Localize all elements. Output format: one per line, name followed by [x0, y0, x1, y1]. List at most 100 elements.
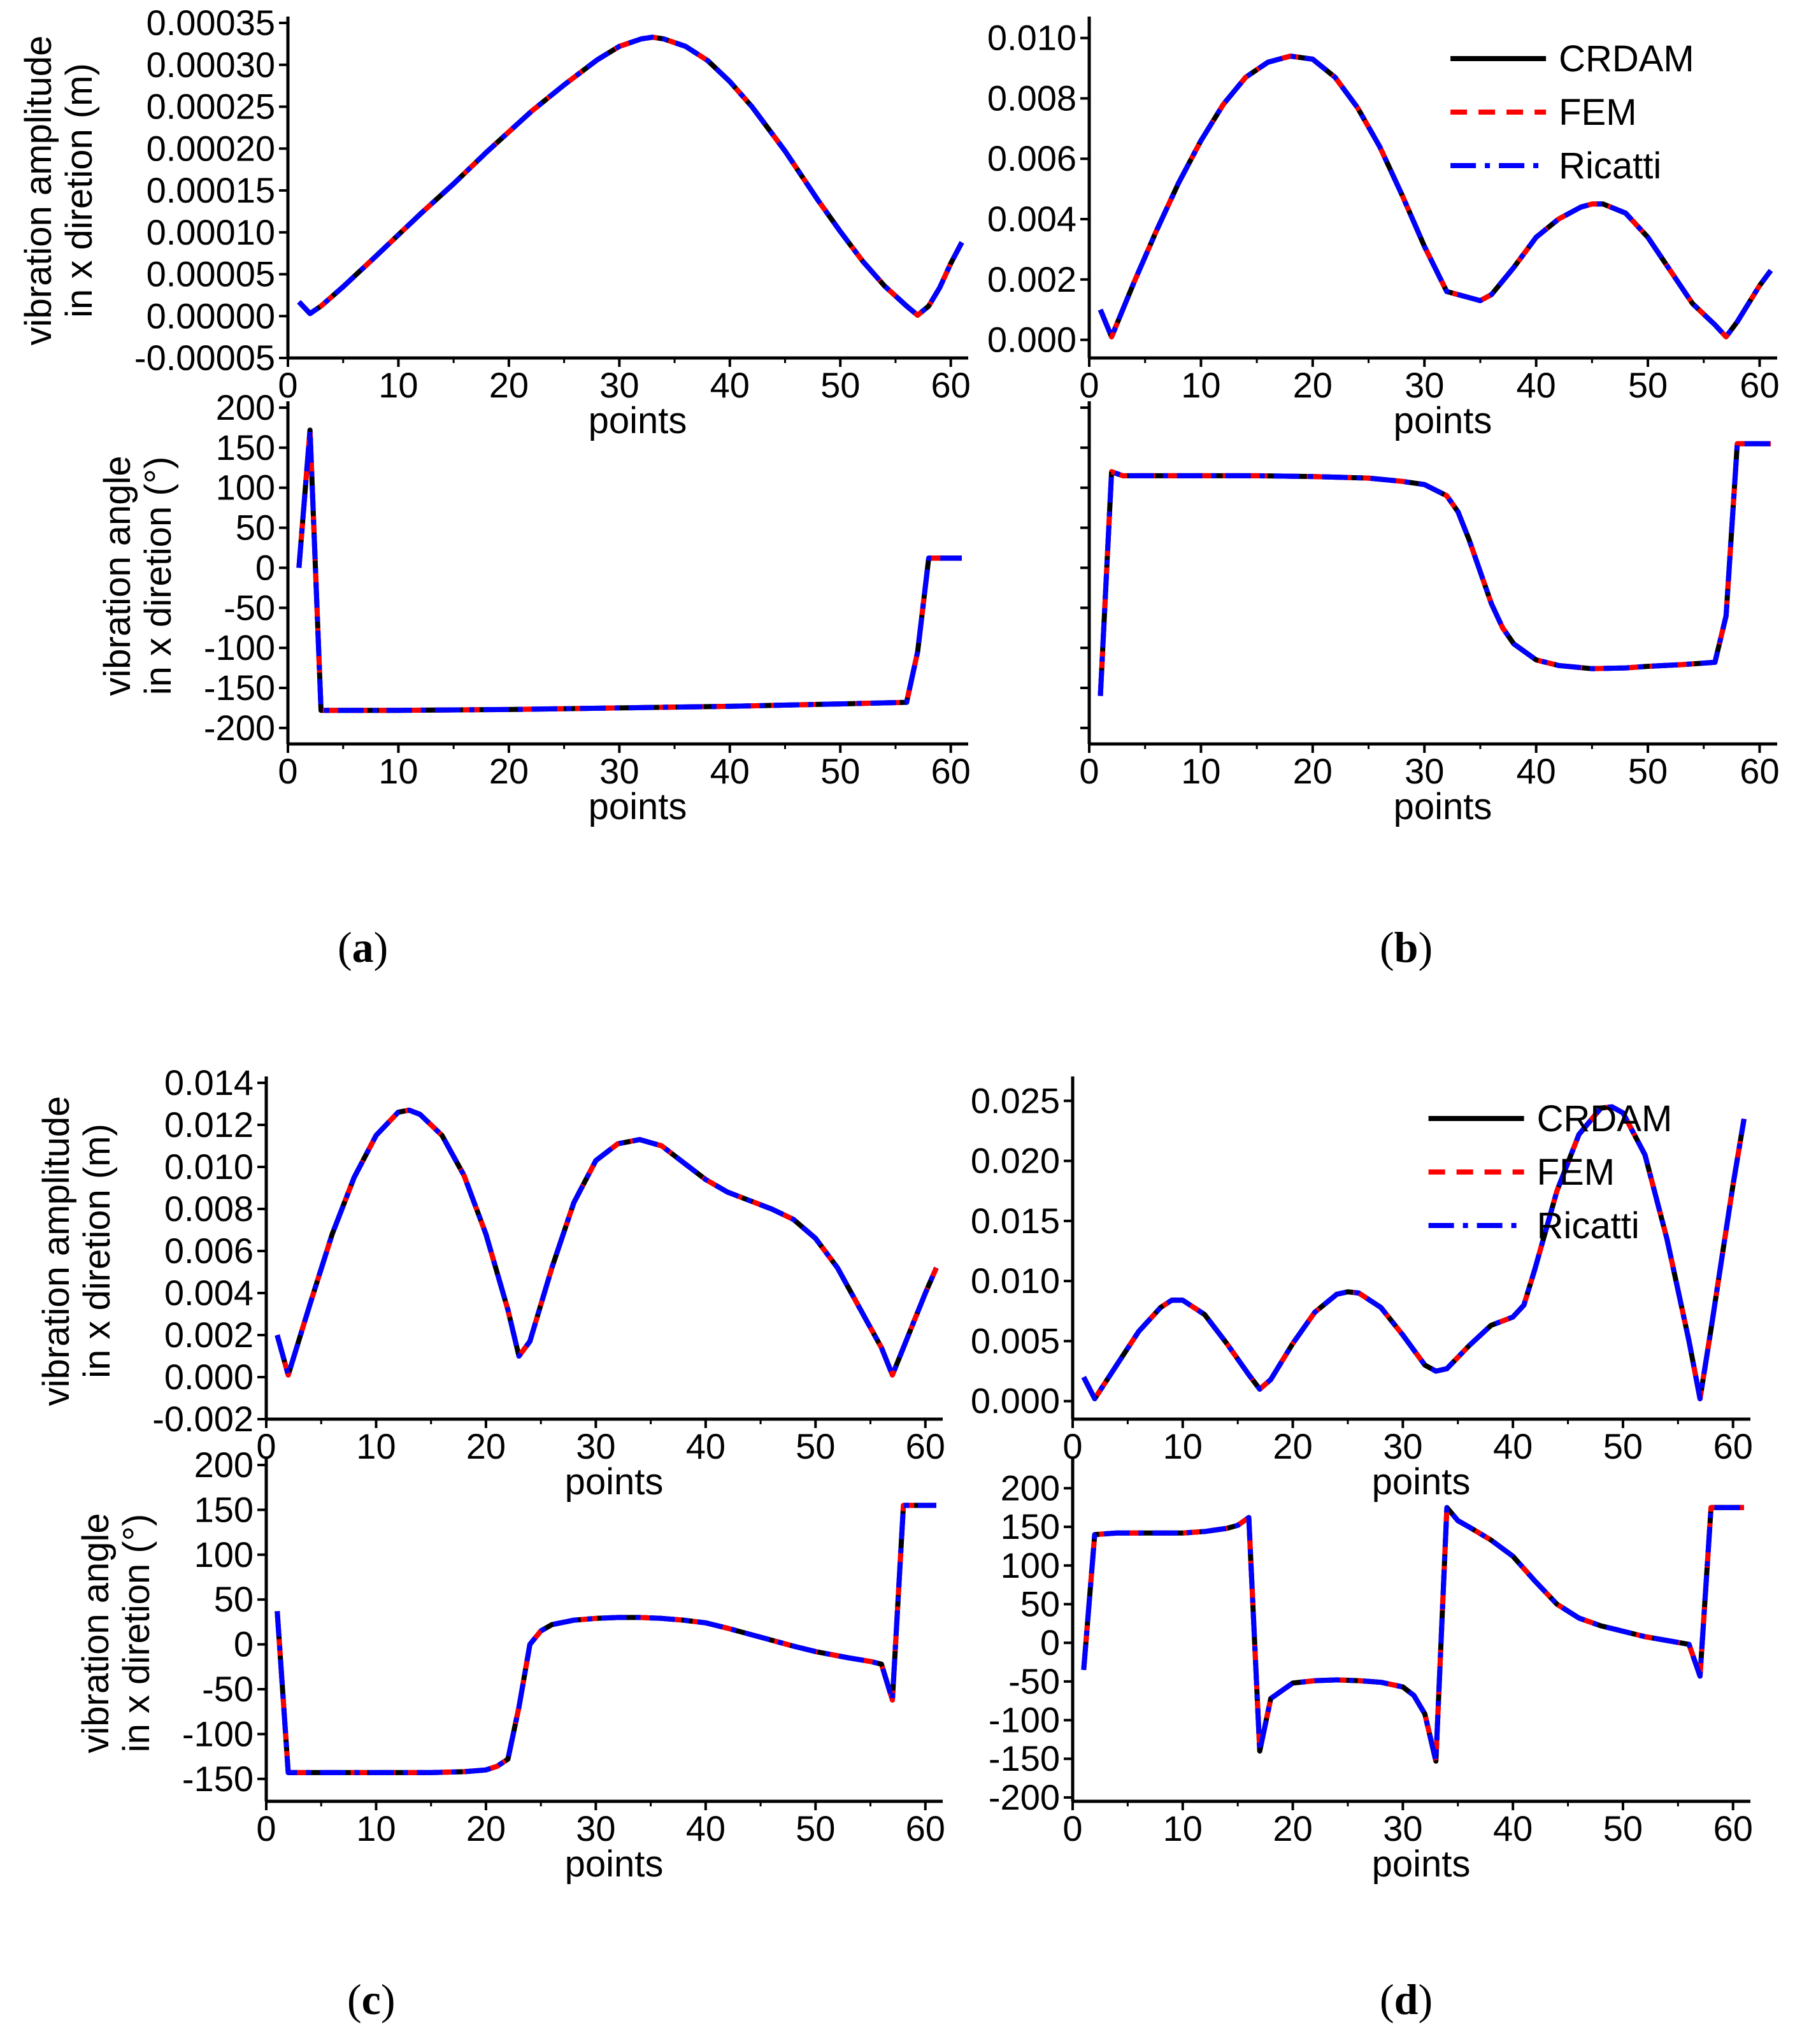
x-tick-label: 10 — [1181, 751, 1220, 791]
panel-d-amplitude-chart: 0 10 20 30 40 50 600.0000.0050.0100.0150.0200.… — [971, 1076, 1753, 1503]
x-tick-label: 20 — [1273, 1808, 1312, 1848]
y-axis-title: in x diretion (m) — [76, 1124, 118, 1378]
series-line-fem — [296, 427, 962, 713]
x-tick-label: 20 — [1273, 1426, 1312, 1466]
x-tick-label: 20 — [489, 365, 529, 405]
x-axis-title: points — [565, 1461, 664, 1503]
y-axis-title: in x diretion (°) — [138, 457, 179, 696]
legend-label-crdam: CRDAM — [1537, 1098, 1673, 1140]
x-tick-label: 50 — [1628, 365, 1668, 405]
y-tick-label: 0.002 — [987, 259, 1076, 299]
y-tick-label: 0.006 — [987, 138, 1076, 178]
y-tick-label: 0.010 — [987, 18, 1076, 58]
legend-label-crdam: CRDAM — [1559, 38, 1694, 80]
y-tick-label: 0.00005 — [147, 254, 275, 294]
y-tick-label: 0.025 — [971, 1080, 1060, 1120]
series-line-crdam — [297, 34, 964, 318]
x-tick-label: 30 — [1383, 1808, 1422, 1848]
y-axis-title: vibration amplitude — [36, 1096, 77, 1406]
y-tick-label: 0 — [1040, 1622, 1060, 1662]
series-line-ricatti — [1098, 441, 1771, 696]
x-tick-label: 20 — [1293, 365, 1333, 405]
x-tick-label: 40 — [686, 1426, 726, 1466]
y-tick-label: 0.012 — [164, 1104, 254, 1145]
panel-a-amplitude-chart: 0 10 20 30 40 50 60-0.000050.000000.000050.000… — [18, 3, 971, 441]
series-line-ricatti — [1081, 1504, 1744, 1764]
y-tick-label: 0.00020 — [147, 128, 275, 168]
x-tick-label: 60 — [931, 751, 971, 791]
x-tick-label: 40 — [710, 751, 750, 791]
series-line-ricatti — [296, 427, 962, 713]
y-tick-label: 200 — [194, 1445, 254, 1485]
y-tick-label: 0 — [234, 1624, 254, 1664]
x-tick-label: 20 — [466, 1808, 506, 1848]
y-tick-label: 0.004 — [987, 199, 1076, 239]
y-tick-label: 100 — [1001, 1545, 1060, 1585]
y-tick-label: 0.010 — [164, 1147, 254, 1187]
y-tick-label: 150 — [194, 1489, 254, 1529]
y-axis-title: in x diretion (m) — [59, 63, 100, 318]
x-tick-label: 0 — [1079, 365, 1099, 405]
x-tick-label: 20 — [466, 1426, 506, 1466]
panel-b-amplitude-chart: 0 10 20 30 40 50 60 0.000 0.002 0.004 0.006 0.008 0.… — [987, 17, 1780, 441]
y-tick-label: 0.010 — [971, 1261, 1060, 1301]
x-tick-label: 10 — [1163, 1808, 1203, 1848]
x-axis-title: points — [565, 1843, 664, 1885]
y-tick-label: 0.00025 — [147, 87, 275, 127]
y-tick-label: -50 — [1008, 1661, 1060, 1701]
y-tick-label: 50 — [1020, 1583, 1060, 1624]
legend-label-ricatti: Ricatti — [1537, 1205, 1640, 1247]
y-tick-label: -200 — [204, 708, 275, 748]
y-tick-label: -0.00005 — [134, 338, 275, 378]
series-line-ricatti — [275, 1503, 936, 1775]
x-tick-label: 0 — [1079, 751, 1099, 791]
y-tick-label: 150 — [1001, 1506, 1060, 1547]
x-tick-label: 30 — [1405, 751, 1444, 791]
y-tick-label: 0.000 — [987, 320, 1076, 360]
x-tick-label: 10 — [378, 751, 418, 791]
x-tick-label: 0 — [278, 365, 297, 405]
x-tick-label: 50 — [1603, 1808, 1643, 1848]
x-tick-label: 40 — [686, 1808, 726, 1848]
y-tick-label: -150 — [204, 668, 275, 708]
y-tick-label: 200 — [216, 387, 275, 427]
x-tick-label: 60 — [1713, 1426, 1753, 1466]
series-line-fem — [1098, 441, 1771, 696]
y-tick-label: -150 — [989, 1738, 1060, 1778]
series-line-fem — [297, 34, 964, 318]
x-tick-label: 60 — [1740, 751, 1779, 791]
x-tick-label: 60 — [1713, 1808, 1753, 1848]
x-tick-label: 50 — [820, 365, 860, 405]
series-line-fem — [1081, 1104, 1747, 1401]
panel-c-amplitude-chart: 0 10 20 30 40 50 60-0.0020.0000.0020.0040.0060… — [36, 1062, 945, 1503]
y-tick-label: 0.00035 — [147, 3, 275, 43]
y-tick-label: 0.002 — [164, 1315, 254, 1355]
y-tick-label: 200 — [1001, 1468, 1060, 1508]
x-tick-label: 10 — [1181, 365, 1220, 405]
x-tick-label: 60 — [1740, 365, 1779, 405]
panel-label-a: (a) — [338, 923, 389, 971]
x-tick-label: 60 — [931, 365, 971, 405]
y-tick-label: 0.00000 — [147, 296, 275, 336]
panel-label-b: (b) — [1380, 923, 1433, 971]
y-tick-label: -0.002 — [152, 1399, 254, 1439]
x-tick-label: 10 — [356, 1808, 396, 1848]
x-tick-label: 30 — [599, 365, 639, 405]
x-tick-label: 40 — [1493, 1426, 1533, 1466]
panel-label-d: (d) — [1380, 1975, 1433, 2024]
panel-d-angle-chart: 0 10 20 30 40 50 60-200-150-100-50050100150200… — [989, 1459, 1753, 1885]
x-tick-label: 0 — [278, 751, 297, 791]
y-tick-label: 0.008 — [987, 78, 1076, 118]
y-tick-label: 0.00030 — [147, 45, 275, 85]
y-tick-label: 0.00015 — [147, 170, 275, 210]
panel-label-c: (c) — [347, 1975, 396, 2024]
x-tick-label: 50 — [796, 1808, 835, 1848]
x-tick-label: 30 — [599, 751, 639, 791]
y-tick-label: 50 — [236, 508, 275, 548]
y-tick-label: 150 — [216, 427, 275, 468]
x-tick-label: 30 — [1405, 365, 1444, 405]
x-axis-title: points — [589, 400, 687, 441]
y-tick-label: -100 — [204, 627, 275, 668]
series-line-crdam — [1098, 441, 1771, 696]
